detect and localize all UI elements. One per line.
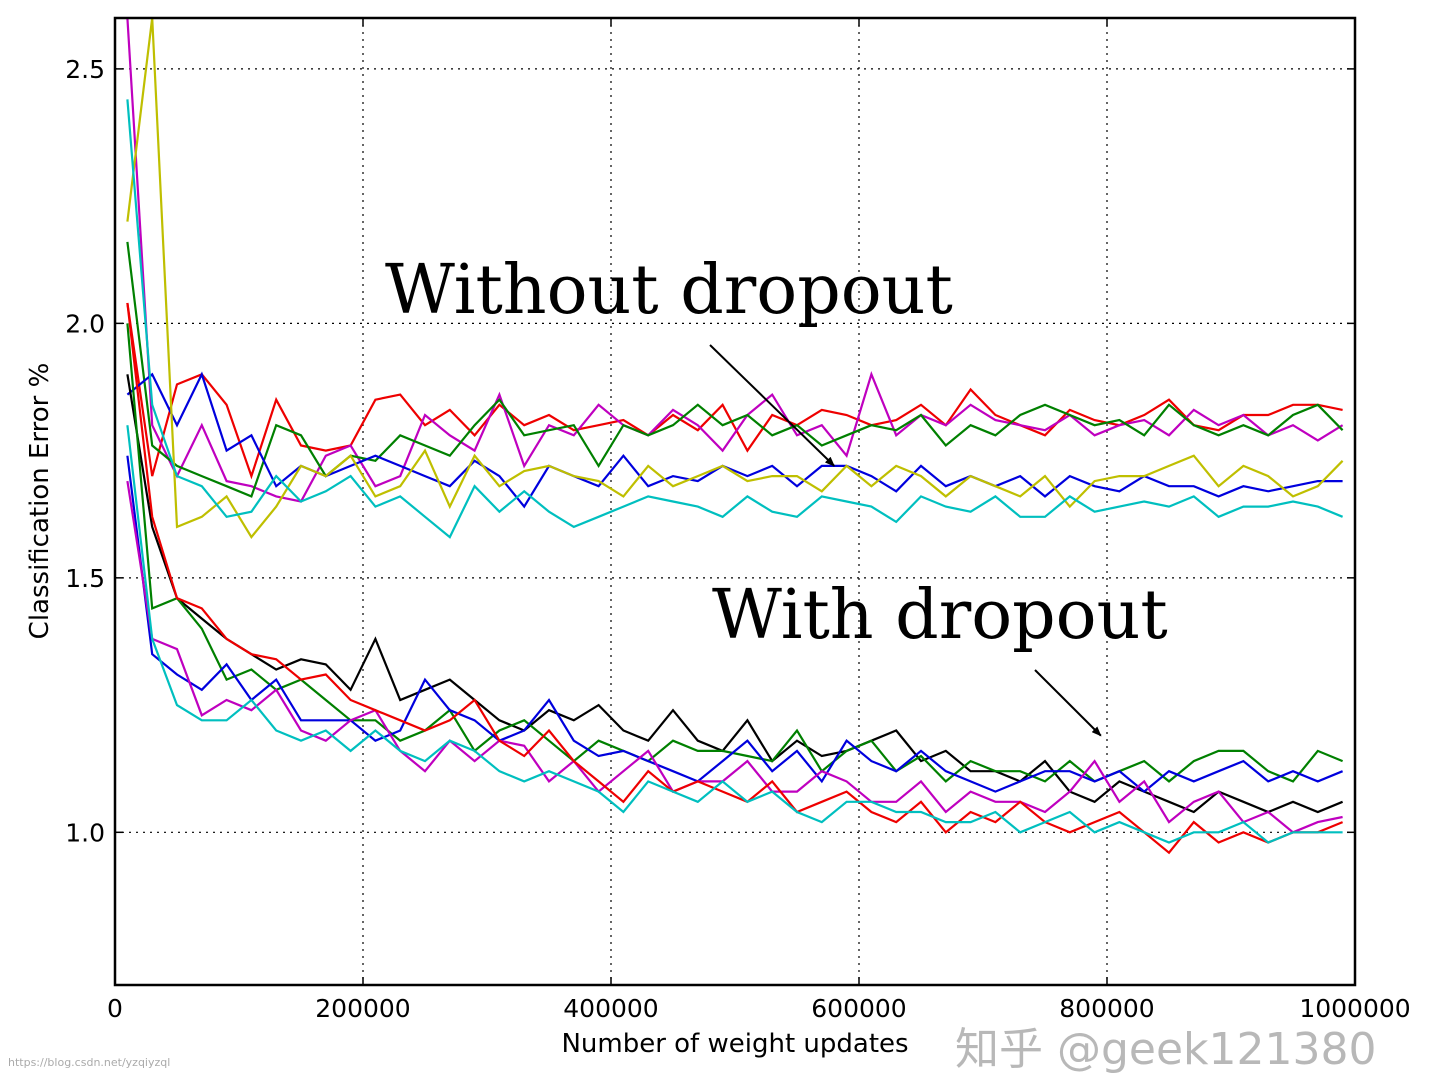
y-axis-label: Classification Error %	[25, 363, 55, 640]
series-line-with-dropout-11	[126, 425, 1343, 844]
y-tick-label: 2.0	[65, 309, 105, 338]
ticks: 0 200000 400000 600000 800000 1000000 1.0 1.5 2.…	[65, 18, 1411, 1023]
x-tick-label: 200000	[315, 994, 410, 1023]
plot-frame	[113, 16, 1357, 987]
series-line-with-dropout-9	[126, 480, 1343, 834]
annotation-arrow-with-dropout	[1034, 669, 1102, 737]
series-line-with-dropout-8	[126, 455, 1344, 794]
series-group	[126, 18, 1344, 855]
series-line-without-dropout-3	[126, 371, 1343, 509]
grid	[115, 18, 1355, 985]
watermark: 知乎 @geek121380	[955, 1024, 1377, 1073]
y-tick-label: 1.5	[65, 564, 105, 593]
x-tick-label: 1000000	[1299, 994, 1410, 1023]
annotation-with-dropout: With dropout	[712, 576, 1168, 655]
series-line-without-dropout-4	[126, 18, 1344, 540]
x-tick-label: 400000	[563, 994, 658, 1023]
series-line-without-dropout-0	[126, 302, 1343, 480]
series-line-without-dropout-5	[126, 99, 1344, 539]
annotation-arrow-without-dropout	[709, 344, 835, 467]
annotation-without-dropout: Without dropout	[385, 251, 953, 330]
x-tick-label: 800000	[1059, 994, 1154, 1023]
x-axis-label: Number of weight updates	[561, 1029, 908, 1059]
series-line-with-dropout-7	[126, 323, 1344, 783]
series-line-without-dropout-1	[126, 18, 1344, 503]
series-line-with-dropout-10	[126, 302, 1344, 855]
y-tick-label: 1.0	[65, 818, 105, 847]
x-tick-label: 0	[107, 994, 123, 1023]
x-tick-label: 600000	[811, 994, 906, 1023]
watermark-url: https://blog.csdn.net/yzqiyzql	[8, 1056, 170, 1069]
y-tick-label: 2.5	[65, 55, 105, 84]
series-line-with-dropout-6	[126, 374, 1344, 814]
